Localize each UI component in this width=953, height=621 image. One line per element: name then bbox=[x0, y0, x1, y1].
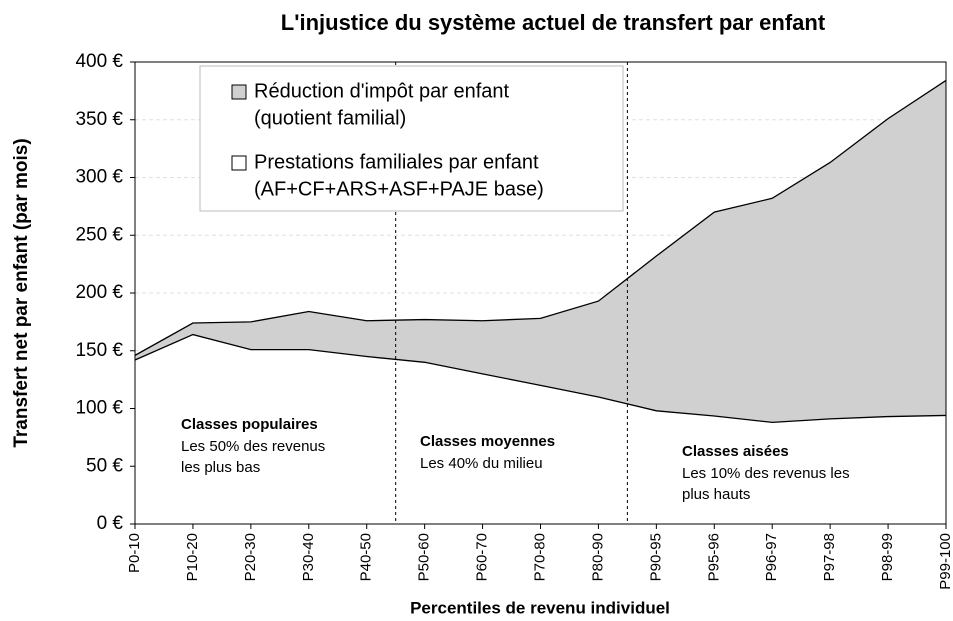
annotation-text: plus hauts bbox=[682, 486, 750, 503]
x-tick-label: P30-40 bbox=[300, 533, 317, 581]
x-tick-label: P95-96 bbox=[705, 533, 722, 581]
area-top bbox=[135, 80, 946, 423]
x-tick-label: P70-80 bbox=[531, 533, 548, 581]
y-tick-label: 400 € bbox=[75, 51, 123, 72]
x-tick-label: P50-60 bbox=[416, 533, 433, 581]
annotation-text: les plus bas bbox=[181, 459, 260, 476]
area-base bbox=[135, 334, 946, 524]
annotation-title: Classes aisées bbox=[682, 443, 789, 460]
y-tick-label: 100 € bbox=[75, 398, 123, 419]
x-tick-label: P0-10 bbox=[126, 533, 143, 573]
y-tick-label: 300 € bbox=[75, 167, 123, 188]
line-top bbox=[134, 79, 947, 356]
x-tick-label: P96-97 bbox=[763, 533, 780, 581]
y-tick-label: 350 € bbox=[75, 109, 123, 130]
annotation-text: Les 50% des revenus bbox=[181, 438, 325, 455]
x-tick-label: P97-98 bbox=[821, 533, 838, 581]
legend-label: (quotient familial) bbox=[254, 107, 406, 129]
y-tick-label: 200 € bbox=[75, 282, 123, 303]
x-tick-label: P60-70 bbox=[474, 533, 491, 581]
annotation-title: Classes moyennes bbox=[420, 433, 555, 450]
x-tick-label: P98-99 bbox=[879, 533, 896, 581]
legend-box bbox=[199, 65, 624, 212]
x-axis-title: Percentiles de revenu individuel bbox=[410, 598, 670, 617]
annotation-title: Classes populaires bbox=[181, 416, 318, 433]
y-axis-title: Transfert net par enfant (par mois) bbox=[11, 138, 32, 447]
line-base bbox=[134, 333, 947, 424]
legend-label: (AF+CF+ARS+ASF+PAJE base) bbox=[254, 178, 544, 200]
x-tick-label: P80-90 bbox=[589, 533, 606, 581]
annotation-text: Les 10% des revenus les bbox=[682, 465, 850, 482]
x-tick-label: P10-20 bbox=[184, 533, 201, 581]
y-tick-label: 50 € bbox=[86, 455, 123, 476]
y-tick-label: 0 € bbox=[97, 513, 124, 534]
y-tick-label: 250 € bbox=[75, 224, 123, 245]
legend-swatch bbox=[231, 84, 247, 100]
x-tick-label: P90-95 bbox=[647, 533, 664, 581]
y-tick-label: 150 € bbox=[75, 340, 123, 361]
legend-label: Réduction d'impôt par enfant bbox=[254, 80, 510, 102]
x-tick-label: P40-50 bbox=[358, 533, 375, 581]
legend-label: Prestations familiales par enfant bbox=[254, 151, 539, 173]
x-tick-label: P99-100 bbox=[937, 533, 953, 590]
annotation-text: Les 40% du milieu bbox=[420, 455, 543, 472]
legend-swatch bbox=[231, 155, 247, 171]
x-tick-label: P20-30 bbox=[242, 533, 259, 581]
chart-title: L'injustice du système actuel de transfe… bbox=[281, 10, 826, 35]
